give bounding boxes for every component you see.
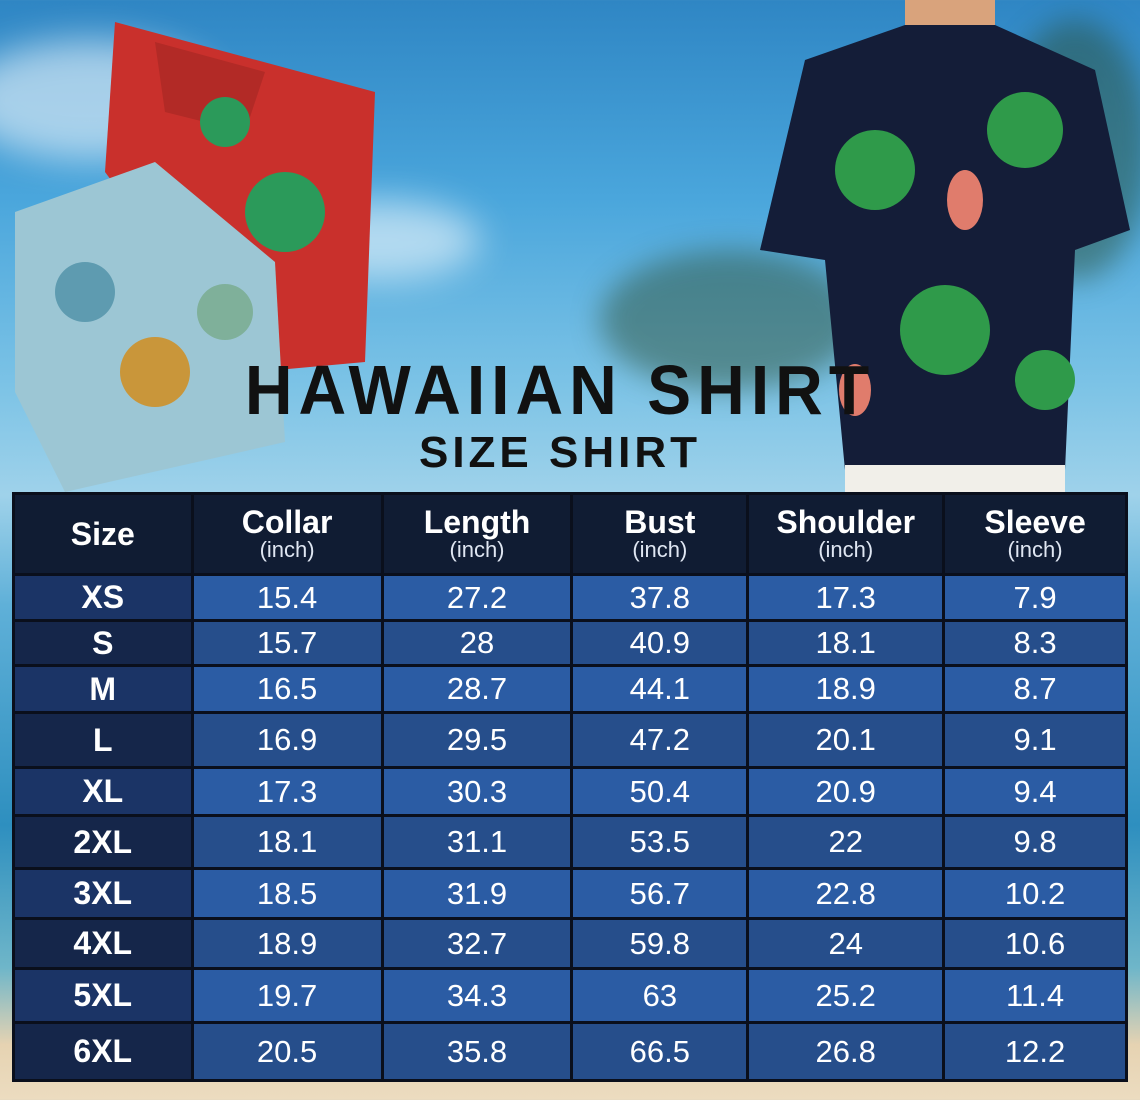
table-row: 6XL 20.5 35.8 66.5 26.8 12.2	[12, 1021, 1128, 1082]
value-cell: 8.3	[942, 619, 1128, 667]
value-cell: 27.2	[380, 573, 574, 622]
page-title: HAWAIIAN SHIRT	[244, 351, 876, 429]
value-cell: 18.1	[190, 814, 384, 870]
value-cell: 11.4	[942, 967, 1128, 1024]
table-row: 4XL 18.9 32.7 59.8 24 10.6	[12, 917, 1128, 970]
table-row: 2XL 18.1 31.1 53.5 22 9.8	[12, 814, 1128, 870]
value-cell: 30.3	[380, 766, 574, 817]
value-cell: 20.9	[746, 766, 946, 817]
value-cell: 18.9	[746, 664, 946, 714]
value-cell: 9.8	[942, 814, 1128, 870]
value-cell: 25.2	[746, 967, 946, 1024]
column-label: Bust	[624, 504, 696, 540]
value-cell: 32.7	[380, 917, 574, 970]
model-shirt-image	[760, 0, 1130, 495]
table-row: 3XL 18.5 31.9 56.7 22.8 10.2	[12, 867, 1128, 920]
value-cell: 18.1	[746, 619, 946, 667]
table-row: M 16.5 28.7 44.1 18.9 8.7	[12, 664, 1128, 714]
size-cell: XL	[12, 766, 194, 817]
value-cell: 34.3	[380, 967, 574, 1024]
value-cell: 28	[380, 619, 574, 667]
column-label: Sleeve	[984, 504, 1086, 540]
folded-shirts-image	[15, 22, 375, 492]
value-cell: 47.2	[570, 711, 750, 769]
value-cell: 7.9	[942, 573, 1128, 622]
value-cell: 31.1	[380, 814, 574, 870]
value-cell: 44.1	[570, 664, 750, 714]
value-cell: 50.4	[570, 766, 750, 817]
value-cell: 8.7	[942, 664, 1128, 714]
size-cell: 4XL	[12, 917, 194, 970]
value-cell: 19.7	[190, 967, 384, 1024]
value-cell: 59.8	[570, 917, 750, 970]
value-cell: 17.3	[190, 766, 384, 817]
value-cell: 18.9	[190, 917, 384, 970]
value-cell: 31.9	[380, 867, 574, 920]
size-cell: 6XL	[12, 1021, 194, 1082]
value-cell: 10.2	[942, 867, 1128, 920]
size-cell: 5XL	[12, 967, 194, 1024]
value-cell: 12.2	[942, 1021, 1128, 1082]
table-row: XS 15.4 27.2 37.8 17.3 7.9	[12, 573, 1128, 622]
table-row: S 15.7 28 40.9 18.1 8.3	[12, 619, 1128, 667]
value-cell: 66.5	[570, 1021, 750, 1082]
column-header-collar: Collar (inch)	[190, 492, 384, 576]
value-cell: 37.8	[570, 573, 750, 622]
value-cell: 35.8	[380, 1021, 574, 1082]
value-cell: 28.7	[380, 664, 574, 714]
value-cell: 29.5	[380, 711, 574, 769]
value-cell: 20.1	[746, 711, 946, 769]
column-unit: (inch)	[449, 537, 505, 562]
value-cell: 9.1	[942, 711, 1128, 769]
page-subtitle: SIZE SHIRT	[418, 428, 702, 477]
palm-tree	[600, 250, 860, 390]
size-cell: M	[12, 664, 194, 714]
value-cell: 63	[570, 967, 750, 1024]
value-cell: 22.8	[746, 867, 946, 920]
column-label: Size	[70, 516, 135, 552]
column-header-shoulder: Shoulder (inch)	[746, 492, 946, 576]
value-cell: 18.5	[190, 867, 384, 920]
column-header-bust: Bust (inch)	[570, 492, 750, 576]
value-cell: 40.9	[570, 619, 750, 667]
column-unit: (inch)	[818, 537, 874, 562]
column-unit: (inch)	[259, 537, 315, 562]
value-cell: 17.3	[746, 573, 946, 622]
value-cell: 16.5	[190, 664, 384, 714]
size-cell: 2XL	[12, 814, 194, 870]
column-header-size: Size	[12, 492, 194, 576]
column-unit: (inch)	[632, 537, 688, 562]
table-row: L 16.9 29.5 47.2 20.1 9.1	[12, 711, 1128, 769]
size-cell: 3XL	[12, 867, 194, 920]
value-cell: 24	[746, 917, 946, 970]
value-cell: 56.7	[570, 867, 750, 920]
value-cell: 20.5	[190, 1021, 384, 1082]
size-chart-table: Size Collar (inch) Length (inch) Bust (inch) Sh…	[12, 492, 1128, 1082]
value-cell: 15.7	[190, 619, 384, 667]
value-cell: 53.5	[570, 814, 750, 870]
value-cell: 9.4	[942, 766, 1128, 817]
column-label: Collar	[241, 504, 333, 540]
table-header-row: Size Collar (inch) Length (inch) Bust (inch) Sh…	[12, 492, 1128, 576]
value-cell: 26.8	[746, 1021, 946, 1082]
value-cell: 15.4	[190, 573, 384, 622]
value-cell: 10.6	[942, 917, 1128, 970]
size-cell: L	[12, 711, 194, 769]
table-row: XL 17.3 30.3 50.4 20.9 9.4	[12, 766, 1128, 817]
size-cell: S	[12, 619, 194, 667]
value-cell: 22	[746, 814, 946, 870]
column-header-length: Length (inch)	[380, 492, 574, 576]
column-header-sleeve: Sleeve (inch)	[942, 492, 1128, 576]
column-unit: (inch)	[1007, 537, 1063, 562]
size-cell: XS	[12, 573, 194, 622]
column-label: Length	[423, 504, 531, 540]
table-row: 5XL 19.7 34.3 63 25.2 11.4	[12, 967, 1128, 1024]
value-cell: 16.9	[190, 711, 384, 769]
column-label: Shoulder	[776, 504, 916, 540]
